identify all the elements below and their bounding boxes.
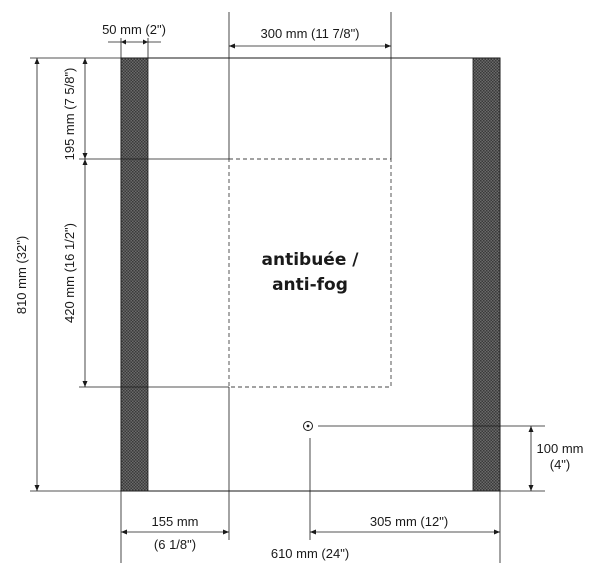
left-offset-in-label: (6 1/8") [154,537,196,552]
dim-total-width: 610 mm (24") [271,546,349,561]
total-width-label: 610 mm (24") [271,546,349,561]
anti-fog-label-line1: antibuée / [262,250,360,270]
left-offset-mm-label: 155 mm [152,514,199,529]
dim-strip-width: 50 mm (2") [102,22,166,58]
dim-top-offset: 195 mm (7 5/8") [62,58,229,160]
sensor-switch-icon [303,421,313,431]
dim-zone-width: 300 mm (11 7/8") [228,12,392,159]
left-led-strip [120,57,149,492]
dim-switch-height: 100 mm (4") [318,425,592,492]
dim-zone-height: 420 mm (16 1/2") [62,159,229,388]
strip-width-label: 50 mm (2") [102,22,166,37]
anti-fog-label-line2: anti-fog [272,275,348,295]
total-height-label: 810 mm (32") [14,236,29,314]
dim-left-offset: 155 mm (6 1/8") [120,387,230,563]
switch-height-mm-label: 100 mm [537,441,584,456]
switch-height-in-label: (4") [550,457,571,472]
right-led-strip [472,57,501,492]
top-offset-label: 195 mm (7 5/8") [62,68,77,161]
anti-fog-zone [228,158,392,388]
dim-right-offset: 305 mm (12") [309,438,501,563]
zone-width-label: 300 mm (11 7/8") [260,26,359,41]
right-offset-label: 305 mm (12") [370,514,448,529]
dim-total-height: 810 mm (32") [14,57,121,492]
zone-height-label: 420 mm (16 1/2") [62,223,77,323]
